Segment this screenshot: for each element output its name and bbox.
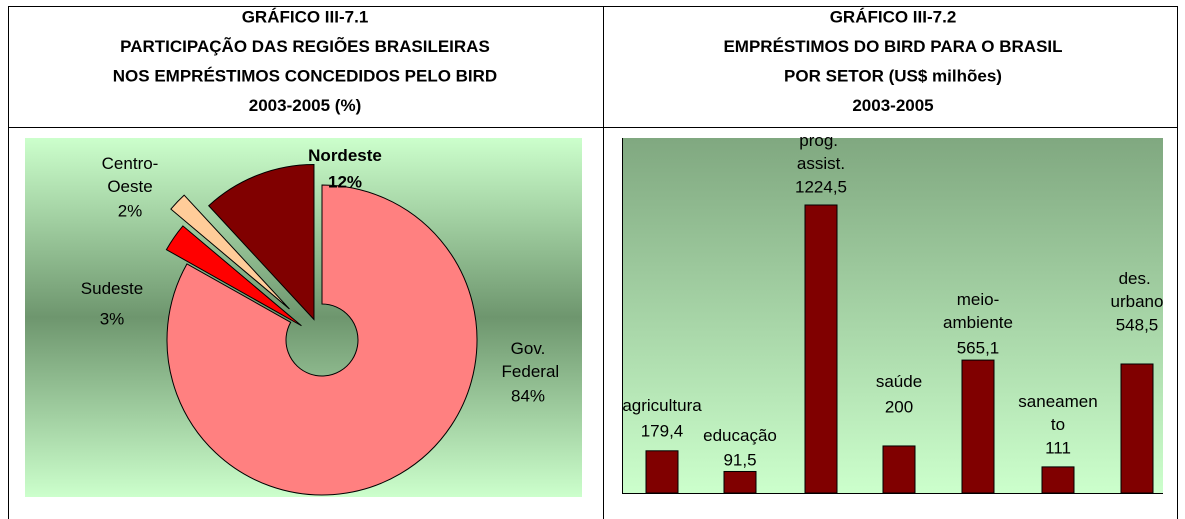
- slice-label: Nordeste: [308, 146, 382, 165]
- bar-category: educação: [703, 426, 777, 445]
- slice-value: 12%: [328, 172, 362, 191]
- slice-label: Centro-Oeste: [102, 154, 159, 196]
- chart-title: 2003-2005: [852, 96, 933, 115]
- slice-label: Gov. Federal: [497, 339, 559, 381]
- bar-panel: [622, 138, 1163, 493]
- pie-slice: [166, 184, 478, 496]
- slice-value: 2%: [118, 201, 143, 220]
- chart-title: 2003-2005 (%): [249, 96, 361, 115]
- chart-title: PARTICIPAÇÃO DAS REGIÕES BRASILEIRAS: [120, 36, 490, 56]
- bar: [804, 204, 838, 494]
- bar-value: 91,5: [723, 450, 756, 469]
- bar: [1120, 363, 1154, 494]
- bar-value: 179,4: [641, 421, 684, 440]
- chart-title: POR SETOR (US$ milhões): [784, 66, 1002, 85]
- outer-frame: [8, 6, 1178, 519]
- chart-title: NOS EMPRÉSTIMOS CONCEDIDOS PELO BIRD: [113, 66, 497, 85]
- slice-value: 84%: [511, 386, 545, 405]
- chart-title: GRÁFICO III-7.1: [242, 7, 369, 26]
- bar: [645, 450, 679, 494]
- bar-value: 1224,5: [795, 177, 847, 196]
- pie-slice: [208, 164, 315, 321]
- bar-value: 200: [885, 397, 913, 416]
- bar-value: 548,5: [1116, 315, 1159, 334]
- slice-label: Sudeste: [81, 279, 143, 298]
- bar-value: 565,1: [957, 338, 1000, 357]
- pie-slice: [165, 225, 302, 327]
- chart-title: EMPRÉSTIMOS DO BIRD PARA O BRASIL: [723, 37, 1062, 56]
- bar: [1041, 466, 1075, 494]
- bar-category: agricultura: [622, 396, 702, 415]
- bar-category: des. urbano: [1111, 269, 1164, 311]
- bar: [961, 359, 995, 494]
- pie-slice: [170, 194, 290, 310]
- bar-category: prog. assist.: [797, 131, 845, 173]
- bar: [882, 445, 916, 494]
- bar: [723, 470, 757, 494]
- bar-value: 111: [1045, 438, 1071, 457]
- slice-value: 3%: [100, 309, 125, 328]
- bar-category: saúde: [876, 372, 922, 391]
- bar-category: meio-ambiente: [943, 290, 1013, 332]
- bar-category: saneamen to: [1018, 392, 1097, 434]
- chart-title: GRÁFICO III-7.2: [830, 7, 957, 26]
